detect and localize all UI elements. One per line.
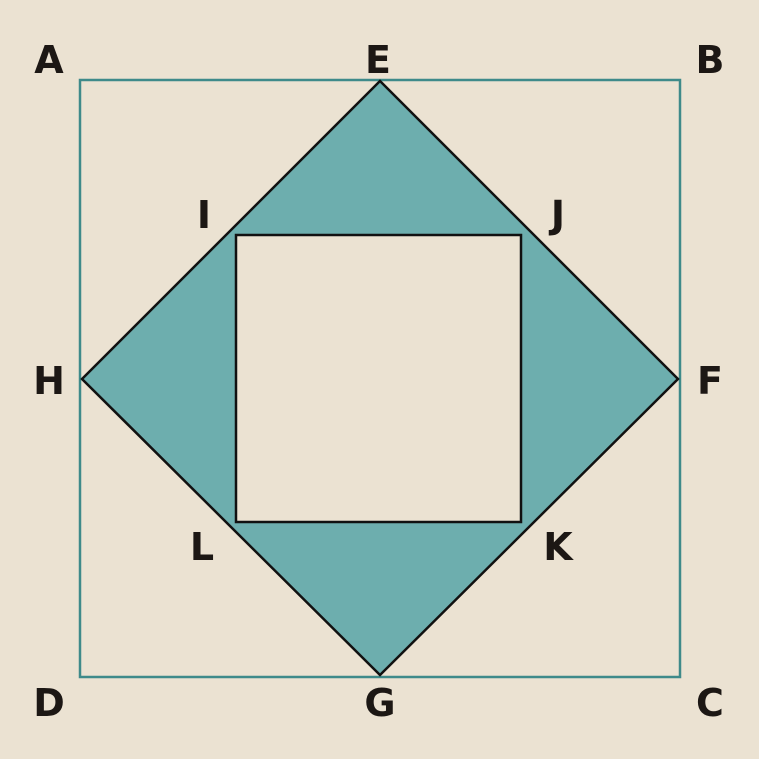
label-h: H xyxy=(33,359,65,403)
label-j: J xyxy=(548,193,565,237)
inner-square-ijkl xyxy=(234,233,523,524)
label-g: G xyxy=(364,681,395,725)
label-e: E xyxy=(365,38,391,82)
label-i: I xyxy=(197,193,211,237)
label-b: B xyxy=(696,38,725,82)
label-k: K xyxy=(543,525,574,569)
label-f: F xyxy=(697,359,723,403)
label-a: A xyxy=(34,38,64,82)
label-c: C xyxy=(696,681,724,725)
label-l: L xyxy=(190,525,214,569)
label-d: D xyxy=(33,681,65,725)
